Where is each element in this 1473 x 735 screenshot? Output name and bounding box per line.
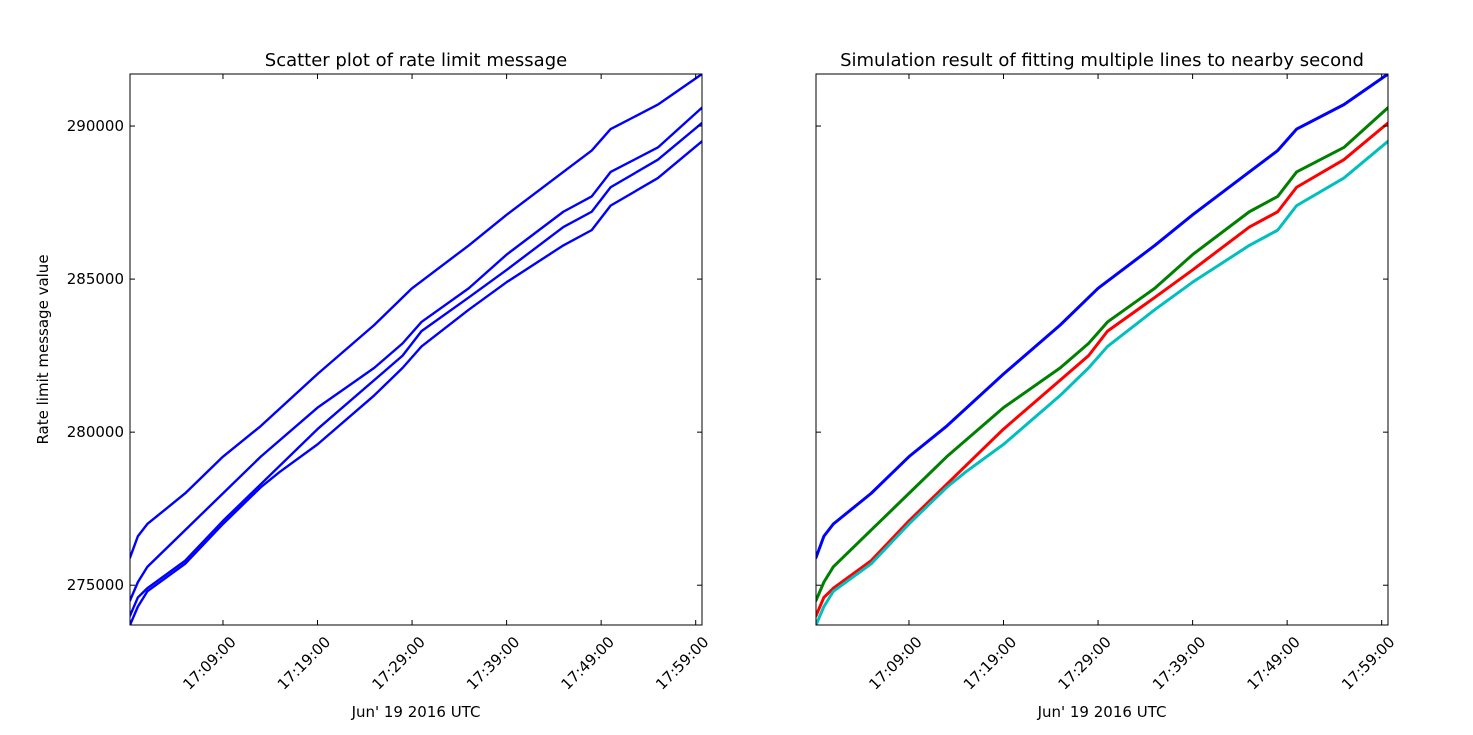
- chart-2-x-axis-label: Jun' 19 2016 UTC: [1037, 703, 1167, 721]
- chart-1-series-4-line: [130, 140, 702, 625]
- chart-1-x-tick-label-3: 17:29:00: [368, 633, 428, 693]
- chart-1-series-3-line: [130, 121, 702, 618]
- chart-1-y-axis-label: Rate limit message value: [34, 254, 52, 444]
- chart-1-y-tick-label-2: 280000: [67, 423, 124, 441]
- chart-2-x-tick-label-6: 17:59:00: [1338, 633, 1398, 693]
- chart-1: 17:09:00 17:19:00 17:29:00 17:39:00 17:49:00…: [34, 50, 712, 721]
- chart-2: 17:09:00 17:19:00 17:29:00 17:39:00 17:49:00…: [815, 50, 1398, 721]
- chart-1-series-1-line: [130, 74, 702, 559]
- chart-2-axes-frame: [815, 73, 1389, 626]
- chart-2-series-4-line: [816, 139, 1388, 625]
- chart-1-y-tick-label-3: 285000: [67, 270, 124, 288]
- chart-1-y-tick-label-1: 275000: [67, 576, 124, 594]
- chart-1-y-tick-label-4: 290000: [67, 117, 124, 135]
- chart-2-x-tick-label-1: 17:09:00: [865, 633, 925, 693]
- chart-1-title: Scatter plot of rate limit message: [265, 50, 567, 71]
- chart-1-x-tick-label-2: 17:19:00: [274, 633, 334, 693]
- chart-2-x-tick-label-4: 17:39:00: [1149, 633, 1209, 693]
- chart-2-title: Simulation result of fitting multiple li…: [840, 50, 1364, 71]
- chart-2-x-tick-label-3: 17:29:00: [1054, 633, 1114, 693]
- chart-1-x-tick-label-4: 17:39:00: [463, 633, 523, 693]
- chart-2-x-tick-label-5: 17:49:00: [1244, 633, 1304, 693]
- chart-1-x-tick-label-5: 17:49:00: [558, 633, 618, 693]
- chart-1-axes-frame: [129, 73, 703, 626]
- chart-2-x-tick-label-2: 17:19:00: [960, 633, 1020, 693]
- chart-1-x-axis-label: Jun' 19 2016 UTC: [351, 703, 481, 721]
- chart-1-series-2-line: [130, 106, 702, 602]
- chart-1-x-tick-label-6: 17:59:00: [652, 633, 712, 693]
- chart-2-series-2-line: [816, 106, 1388, 603]
- chart-1-x-tick-label-1: 17:09:00: [179, 633, 239, 693]
- chart-2-series-1-line: [816, 74, 1388, 560]
- chart-2-series-3-line: [816, 121, 1388, 618]
